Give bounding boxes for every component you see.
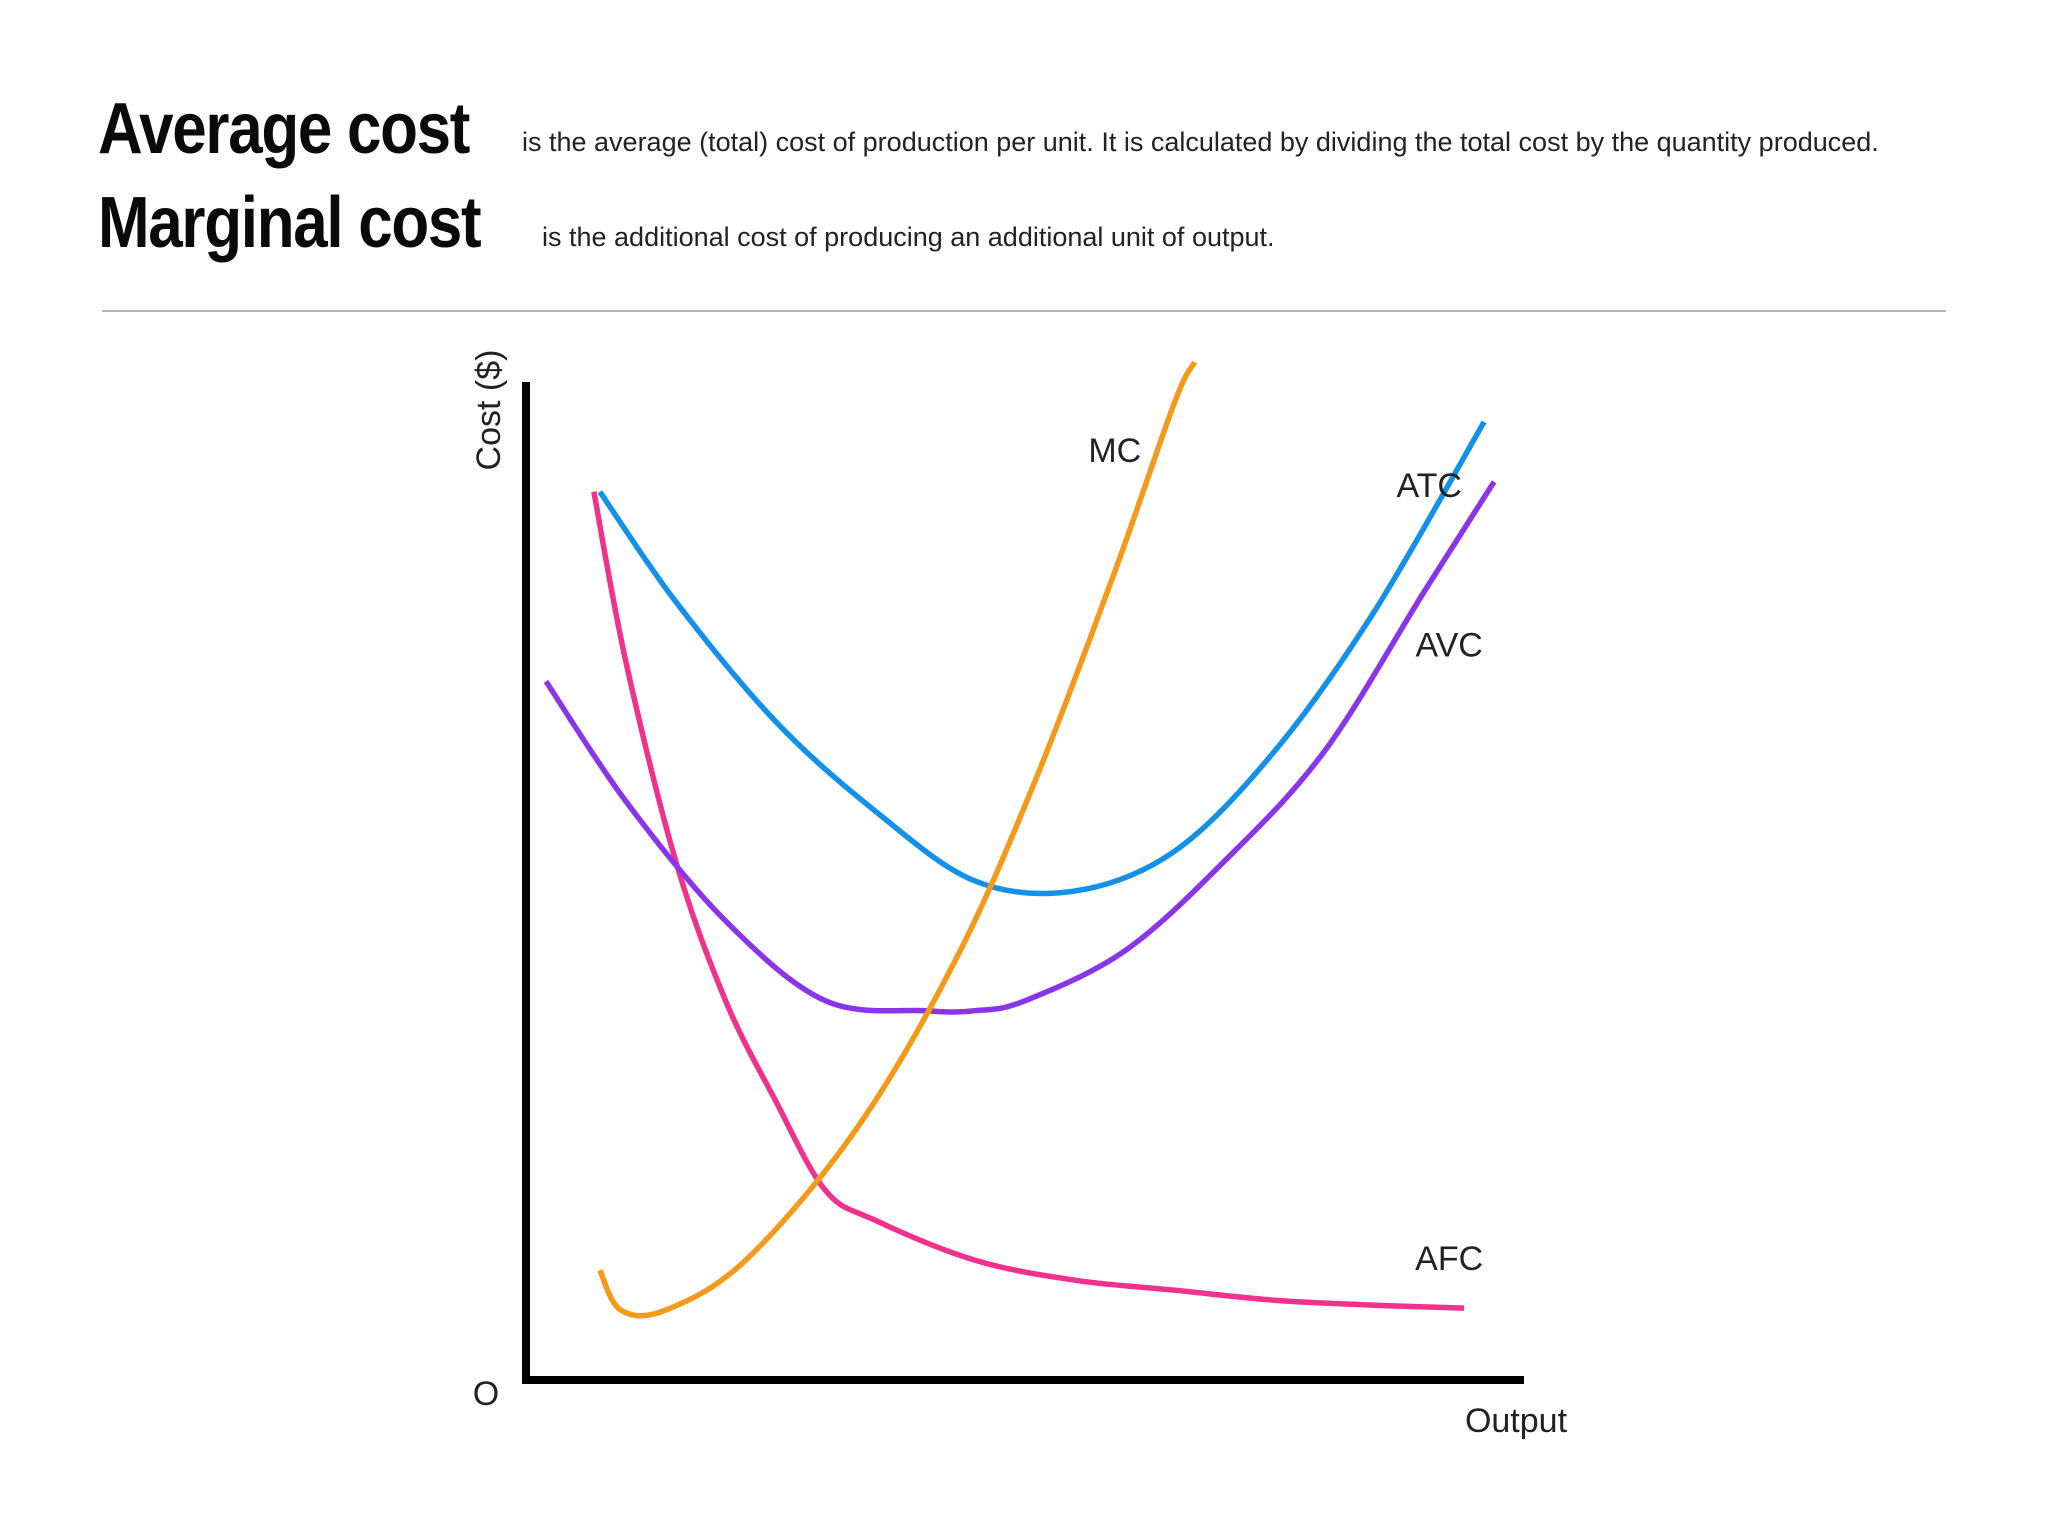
x-axis-label: Output <box>1465 1402 1568 1440</box>
avc-label: AVC <box>1415 626 1482 664</box>
marginal-cost-description: is the additional cost of producing an a… <box>542 222 1275 252</box>
average-cost-description: is the average (total) cost of productio… <box>522 127 1879 157</box>
mc-label: MC <box>1088 432 1141 470</box>
average-cost-term: Average cost <box>98 89 470 169</box>
curve-labels-group: MC ATC AVC AFC <box>1088 432 1483 1278</box>
y-axis-label: Cost ($) <box>470 350 508 471</box>
atc-curve <box>597 420 1487 897</box>
average-cost-definition: Average cost <box>98 88 530 170</box>
marginal-cost-term: Marginal cost <box>98 183 482 263</box>
afc-label: AFC <box>1415 1240 1483 1278</box>
origin-label: O <box>473 1375 499 1413</box>
avc-curve <box>543 480 1497 1015</box>
mc-curve <box>597 360 1198 1319</box>
marginal-cost-definition: Marginal cost <box>98 182 543 264</box>
afc-curve <box>591 491 1465 1311</box>
curves-group <box>543 360 1497 1319</box>
header-divider <box>102 310 1946 312</box>
atc-label: ATC <box>1396 467 1461 505</box>
